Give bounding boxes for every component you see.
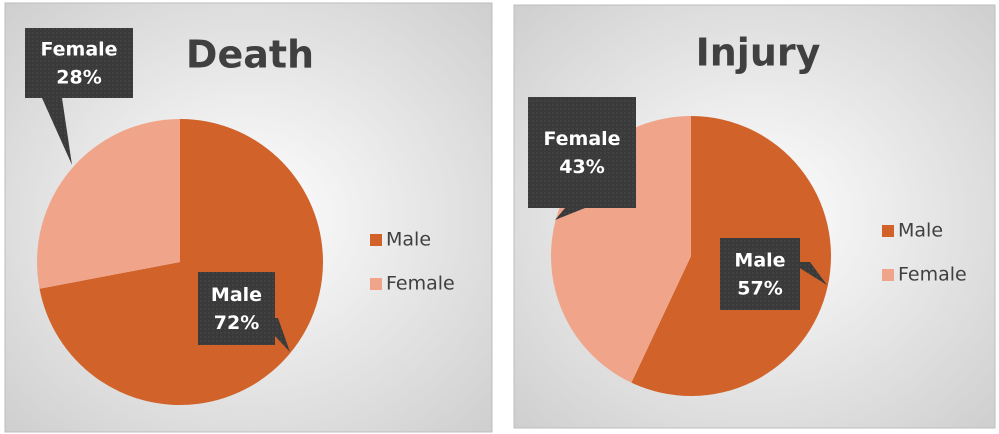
data-label-box	[25, 28, 133, 98]
data-label-category: Female	[40, 39, 117, 61]
data-label-value: 28%	[56, 67, 101, 89]
legend-swatch	[882, 269, 894, 281]
data-label-category: Male	[734, 250, 785, 272]
legend-swatch	[882, 225, 894, 237]
data-label-value: 72%	[214, 312, 259, 334]
data-label-value: 57%	[737, 278, 782, 300]
legend-label: Male	[386, 229, 431, 251]
callout-pointer	[555, 208, 585, 220]
data-label-box	[198, 272, 275, 345]
chart: Death Male 72% Female 28% Male Female	[4, 2, 493, 433]
chart-title: Injury	[696, 31, 821, 75]
data-label-category: Male	[211, 284, 262, 306]
data-label-value: 43%	[559, 156, 604, 178]
data-label-box	[720, 238, 800, 310]
chart-title: Death	[186, 33, 314, 77]
legend-label: Female	[386, 273, 455, 295]
data-label-box	[528, 97, 636, 208]
pie-slice	[36, 119, 180, 289]
legend-label: Female	[898, 264, 967, 286]
chart: Injury Male 57% Female 43% Male Female	[513, 4, 996, 429]
legend-label: Male	[898, 220, 943, 242]
legend-swatch	[370, 234, 382, 246]
legend-swatch	[370, 278, 382, 290]
callout-pointer	[42, 98, 72, 165]
data-label-category: Female	[543, 128, 620, 150]
